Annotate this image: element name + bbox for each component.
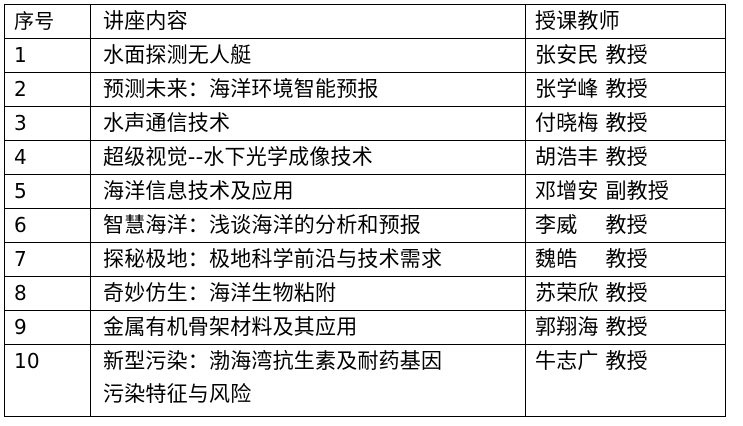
lecture-schedule-table: 序号 讲座内容 授课教师 1 水面探测无人艇 张安民 教授 2 预测未来：海洋环… <box>4 4 726 417</box>
cell-topic: 金属有机骨架材料及其应用 <box>90 310 526 345</box>
cell-no: 6 <box>4 208 91 243</box>
cell-no: 1 <box>4 38 91 73</box>
cell-no: 8 <box>4 276 91 311</box>
cell-no: 3 <box>4 106 91 141</box>
cell-tutor: 郭翔海 教授 <box>525 310 726 345</box>
cell-tutor: 李威 教授 <box>525 208 726 243</box>
cell-no: 7 <box>4 242 91 277</box>
column-header-no: 序号 <box>14 9 55 33</box>
table-header-row: 序号 讲座内容 授课教师 <box>4 4 726 39</box>
lecture-tutor: 胡浩丰 教授 <box>535 145 648 169</box>
row-number: 9 <box>14 315 27 339</box>
lecture-topic: 超级视觉--水下光学成像技术 <box>103 145 373 169</box>
cell-tutor: 苏荣欣 教授 <box>525 276 726 311</box>
cell-tutor: 邓增安 副教授 <box>525 174 726 209</box>
lecture-tutor: 李威 教授 <box>535 213 648 237</box>
cell-topic: 新型污染：渤海湾抗生素及耐药基因 污染特征与风险 <box>90 344 526 417</box>
lecture-tutor: 付晓梅 教授 <box>535 111 648 135</box>
column-header-topic: 讲座内容 <box>103 9 188 33</box>
cell-topic: 海洋信息技术及应用 <box>90 174 526 209</box>
lecture-tutor: 张学峰 教授 <box>535 77 648 101</box>
lecture-topic: 新型污染：渤海湾抗生素及耐药基因 污染特征与风险 <box>103 349 443 406</box>
lecture-topic: 智慧海洋：浅谈海洋的分析和预报 <box>103 213 421 237</box>
cell-topic: 探秘极地：极地科学前沿与技术需求 <box>90 242 526 277</box>
header-cell-topic: 讲座内容 <box>90 4 526 39</box>
table-row: 10 新型污染：渤海湾抗生素及耐药基因 污染特征与风险 牛志广 教授 <box>4 344 726 417</box>
row-number: 1 <box>14 43 27 67</box>
lecture-tutor: 张安民 教授 <box>535 43 648 67</box>
table-row: 9 金属有机骨架材料及其应用 郭翔海 教授 <box>4 310 726 345</box>
row-number: 6 <box>14 213 27 237</box>
cell-tutor: 付晓梅 教授 <box>525 106 726 141</box>
cell-topic: 预测未来：海洋环境智能预报 <box>90 72 526 107</box>
cell-topic: 超级视觉--水下光学成像技术 <box>90 140 526 175</box>
cell-topic: 奇妙仿生：海洋生物粘附 <box>90 276 526 311</box>
row-number: 8 <box>14 281 27 305</box>
row-number: 7 <box>14 247 27 271</box>
column-header-tutor: 授课教师 <box>535 9 620 33</box>
cell-topic: 智慧海洋：浅谈海洋的分析和预报 <box>90 208 526 243</box>
row-number: 5 <box>14 179 27 203</box>
cell-tutor: 牛志广 教授 <box>525 344 726 417</box>
cell-no: 2 <box>4 72 91 107</box>
lecture-topic: 金属有机骨架材料及其应用 <box>103 315 358 339</box>
lecture-topic: 水面探测无人艇 <box>103 43 252 67</box>
lecture-tutor: 邓增安 副教授 <box>535 179 670 203</box>
lecture-tutor: 郭翔海 教授 <box>535 315 648 339</box>
lecture-topic: 奇妙仿生：海洋生物粘附 <box>103 281 337 305</box>
row-number: 2 <box>14 77 27 101</box>
table-row: 2 预测未来：海洋环境智能预报 张学峰 教授 <box>4 72 726 107</box>
lecture-topic: 探秘极地：极地科学前沿与技术需求 <box>103 247 443 271</box>
row-number: 3 <box>14 111 27 135</box>
cell-no: 4 <box>4 140 91 175</box>
row-number: 4 <box>14 145 27 169</box>
table-row: 4 超级视觉--水下光学成像技术 胡浩丰 教授 <box>4 140 726 175</box>
cell-no: 10 <box>4 344 91 417</box>
cell-topic: 水声通信技术 <box>90 106 526 141</box>
table-row: 1 水面探测无人艇 张安民 教授 <box>4 38 726 73</box>
table-row: 8 奇妙仿生：海洋生物粘附 苏荣欣 教授 <box>4 276 726 311</box>
table-row: 3 水声通信技术 付晓梅 教授 <box>4 106 726 141</box>
lecture-topic: 水声通信技术 <box>103 111 231 135</box>
cell-topic: 水面探测无人艇 <box>90 38 526 73</box>
cell-tutor: 胡浩丰 教授 <box>525 140 726 175</box>
header-cell-tutor: 授课教师 <box>525 4 726 39</box>
cell-no: 9 <box>4 310 91 345</box>
lecture-tutor: 魏皓 教授 <box>535 247 648 271</box>
cell-tutor: 张学峰 教授 <box>525 72 726 107</box>
lecture-schedule-table-container: 序号 讲座内容 授课教师 1 水面探测无人艇 张安民 教授 2 预测未来：海洋环… <box>4 4 726 417</box>
lecture-topic: 预测未来：海洋环境智能预报 <box>103 77 379 101</box>
row-number: 10 <box>14 349 40 373</box>
lecture-tutor: 牛志广 教授 <box>535 349 648 373</box>
cell-tutor: 张安民 教授 <box>525 38 726 73</box>
lecture-tutor: 苏荣欣 教授 <box>535 281 648 305</box>
header-cell-no: 序号 <box>4 4 91 39</box>
lecture-topic: 海洋信息技术及应用 <box>103 179 294 203</box>
table-row: 6 智慧海洋：浅谈海洋的分析和预报 李威 教授 <box>4 208 726 243</box>
table-row: 5 海洋信息技术及应用 邓增安 副教授 <box>4 174 726 209</box>
cell-no: 5 <box>4 174 91 209</box>
cell-tutor: 魏皓 教授 <box>525 242 726 277</box>
table-row: 7 探秘极地：极地科学前沿与技术需求 魏皓 教授 <box>4 242 726 277</box>
